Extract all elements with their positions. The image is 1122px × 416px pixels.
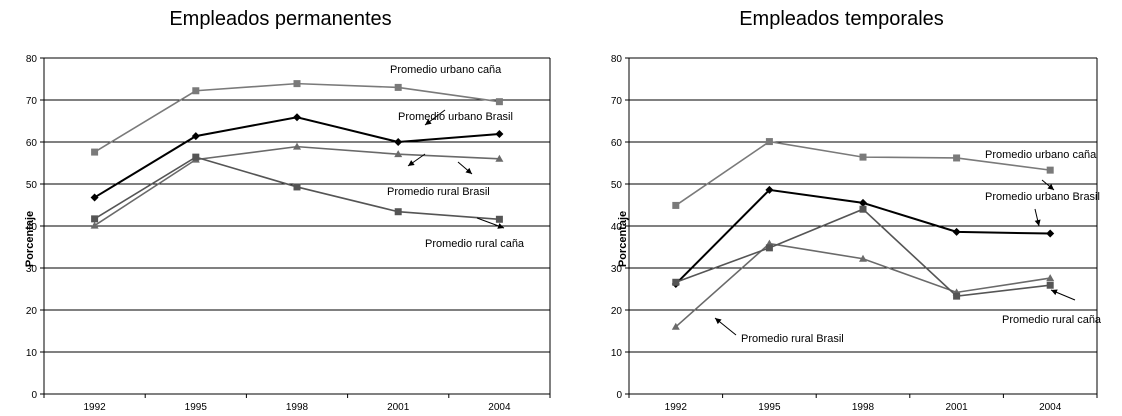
y-tick-label: 50 xyxy=(611,180,623,191)
line-chart: 0 10 20 30 40 50 60 70 80 1992 1995 1998 2001 2004 Pro… xyxy=(26,54,551,413)
y-tick-label: 10 xyxy=(611,348,623,359)
annotation-label: Promedio rural caña xyxy=(425,238,525,250)
data-point xyxy=(671,322,680,330)
data-point xyxy=(192,153,200,161)
data-point xyxy=(394,208,402,216)
line-chart: 0 10 20 30 40 50 60 70 80 1992 1995 1998 2001 2004 Pro… xyxy=(611,54,1102,413)
x-tick-label: 2001 xyxy=(387,402,410,413)
data-point xyxy=(91,148,99,156)
annotation-label: Promedio urbano Brasil xyxy=(985,191,1100,203)
data-point xyxy=(672,201,680,209)
y-tick-label: 70 xyxy=(26,96,38,107)
y-tick-label: 0 xyxy=(616,390,622,401)
y-tick-label: 60 xyxy=(26,138,38,149)
x-tick-label: 1995 xyxy=(185,402,208,413)
x-tick-label: 2004 xyxy=(488,402,511,413)
y-tick-label: 0 xyxy=(31,390,37,401)
chart-panel-temporales: Empleados temporales Porcentaje 0 10 20 30 4… xyxy=(561,0,1122,416)
data-point xyxy=(953,154,961,162)
arrow-head-icon xyxy=(465,167,472,174)
data-point xyxy=(495,130,504,139)
data-point xyxy=(953,292,961,300)
y-tick-label: 80 xyxy=(611,54,623,65)
data-point xyxy=(394,150,403,158)
data-point xyxy=(495,154,504,162)
y-tick-label: 20 xyxy=(611,306,623,317)
y-tick-label: 50 xyxy=(26,180,38,191)
x-tick-label: 1998 xyxy=(286,402,309,413)
data-point xyxy=(192,87,200,95)
data-point xyxy=(1046,166,1054,174)
y-tick-label: 30 xyxy=(611,264,623,275)
arrow-head-icon xyxy=(497,223,504,229)
arrow-head-icon xyxy=(1047,183,1054,190)
x-tick-label: 2001 xyxy=(945,402,968,413)
chart-title: Empleados temporales xyxy=(739,8,944,30)
y-tick-label: 80 xyxy=(26,54,38,65)
data-point xyxy=(90,193,99,202)
data-point xyxy=(1046,229,1055,238)
data-point xyxy=(191,132,200,141)
arrow-head-icon xyxy=(715,318,722,325)
chart-title: Empleados permanentes xyxy=(169,8,392,30)
y-tick-label: 20 xyxy=(26,306,38,317)
data-point xyxy=(859,254,867,262)
data-point xyxy=(859,205,867,213)
data-point xyxy=(293,142,301,150)
chart-panel-permanentes: Empleados permanentes Porcentaje 0 10 20 30… xyxy=(24,8,551,413)
data-point xyxy=(1046,274,1055,282)
data-point xyxy=(859,153,867,161)
arrow-head-icon xyxy=(425,119,432,125)
y-tick-label: 10 xyxy=(26,348,38,359)
x-tick-label: 1995 xyxy=(758,402,781,413)
data-point xyxy=(90,221,99,229)
annotation-label: Promedio urbano Brasil xyxy=(398,111,513,123)
data-point xyxy=(859,198,867,207)
x-tick-label: 1992 xyxy=(665,402,688,413)
annotation-label: Promedio rural Brasil xyxy=(387,186,490,198)
data-point xyxy=(293,113,301,122)
annotation-label: Promedio rural caña xyxy=(1002,314,1102,326)
annotation-label: Promedio urbano caña xyxy=(390,64,502,76)
data-point xyxy=(394,83,402,91)
data-point xyxy=(394,138,403,146)
data-point xyxy=(952,227,961,236)
series-line xyxy=(675,208,1051,297)
y-tick-label: 60 xyxy=(611,138,623,149)
data-point xyxy=(765,244,773,252)
x-tick-label: 2004 xyxy=(1039,402,1062,413)
y-tick-label: 40 xyxy=(26,222,38,233)
data-point xyxy=(672,278,680,286)
arrow-head-icon xyxy=(1034,219,1041,226)
annotation-label: Promedio rural Brasil xyxy=(741,333,844,345)
data-point xyxy=(293,183,301,191)
arrow-head-icon xyxy=(1051,289,1058,296)
y-tick-label: 40 xyxy=(611,222,623,233)
data-point xyxy=(765,185,774,194)
y-tick-label: 70 xyxy=(611,96,623,107)
annotation-label: Promedio urbano caña xyxy=(985,149,1097,161)
data-point xyxy=(91,215,99,223)
arrow-head-icon xyxy=(408,160,415,166)
x-tick-label: 1998 xyxy=(852,402,875,413)
x-tick-label: 1992 xyxy=(83,402,106,413)
data-point xyxy=(495,98,503,106)
data-point xyxy=(495,215,503,223)
y-tick-label: 30 xyxy=(26,264,38,275)
data-point xyxy=(1046,281,1054,289)
data-point xyxy=(765,138,773,146)
data-point xyxy=(293,80,301,88)
